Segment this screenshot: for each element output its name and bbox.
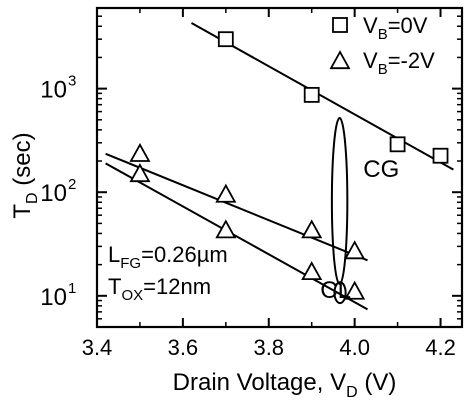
y-tick-exponent: 1 [68, 280, 76, 297]
fit-lines [105, 22, 454, 311]
data-point-triangle [344, 240, 366, 260]
x-axis-title: Drain Voltage, VD (V) [173, 369, 397, 401]
legend-marker-square [332, 17, 348, 33]
x-tick-label: 3.4 [82, 335, 113, 360]
data-markers [129, 31, 449, 300]
legend-marker-triangle [329, 50, 351, 70]
y-axis-title: TD (sec) [9, 132, 41, 218]
x-tick-label: 4.0 [339, 335, 370, 360]
legend: VB=0V VB=-2V [329, 13, 435, 78]
x-tick-label: 3.6 [168, 335, 199, 360]
fit-line-series-0 [190, 22, 454, 171]
axis-ticks [96, 8, 462, 327]
parameter-label: LFG=0.26µm [108, 242, 228, 272]
data-point-triangle [129, 163, 151, 183]
data-point-triangle [215, 183, 237, 203]
legend-label: VB=-2V [363, 48, 435, 78]
y-tick-label: 10 [40, 180, 67, 207]
data-point-square [303, 86, 320, 103]
legend-label: VB=0V [363, 13, 428, 43]
annotation-ellipses [330, 117, 349, 305]
data-point-square [389, 136, 406, 153]
data-point-square [432, 147, 449, 164]
y-tick-exponent: 3 [68, 73, 76, 90]
data-point-triangle [215, 219, 237, 239]
data-point-square [217, 31, 234, 48]
plot-frame-rect [95, 6, 464, 329]
annotation-label: CL [320, 277, 351, 304]
data-point-triangle [301, 219, 323, 239]
x-tick-label: 3.8 [253, 335, 284, 360]
y-tick-exponent: 2 [68, 176, 76, 193]
data-point-triangle [301, 261, 323, 281]
data-point-triangle [129, 142, 151, 162]
fit-line-series-1 [105, 162, 369, 311]
y-tick-label: 10 [40, 77, 67, 104]
plot-frame [95, 6, 464, 329]
annotation-ellipse [333, 281, 347, 305]
data-point-triangle [344, 280, 366, 300]
annotation-ellipse [330, 117, 349, 286]
y-tick-label: 10 [40, 284, 67, 311]
fit-line-series-1 [105, 152, 368, 262]
parameter-label: TOX=12nm [108, 274, 211, 304]
annotation-label: CG [363, 156, 399, 183]
x-tick-label: 4.2 [425, 335, 456, 360]
